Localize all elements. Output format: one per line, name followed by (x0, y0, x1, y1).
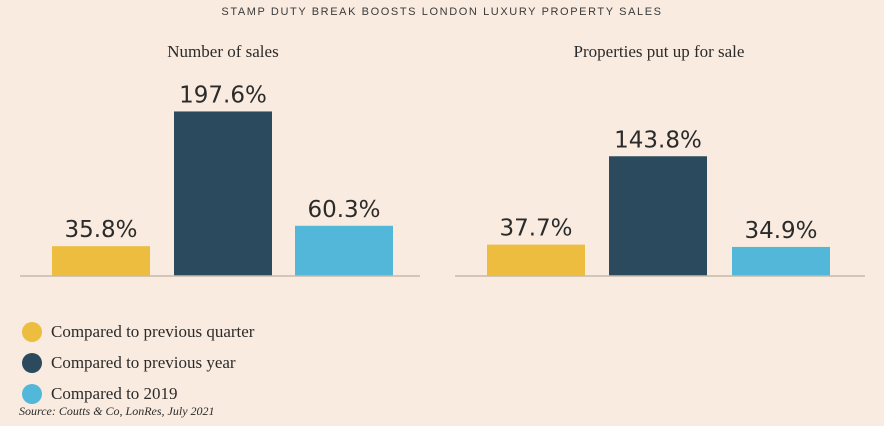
data-label-listings-previous-year: 143.8% (614, 127, 702, 153)
bar-listings-previous-quarter (487, 244, 585, 276)
bar-listings-2019 (732, 246, 830, 276)
legend-label: Compared to previous year (51, 352, 236, 372)
data-label-listings-previous-quarter: 37.7% (499, 216, 572, 242)
data-label-sales-previous-year: 197.6% (179, 82, 267, 108)
legend-label: Compared to 2019 (51, 383, 178, 403)
source-note: Source: Coutts & Co, LonRes, July 2021 (19, 404, 215, 418)
bars-layer: 35.8% 197.6% 60.3% 37.7% 143.8% 34.9% (52, 82, 830, 276)
legend: Compared to previous quarter Compared to… (22, 316, 254, 409)
legend-item-2019: Compared to 2019 (22, 378, 254, 409)
panel-title-properties-for-sale: Properties put up for sale (574, 42, 745, 61)
legend-item-previous-quarter: Compared to previous quarter (22, 316, 254, 347)
data-label-sales-previous-quarter: 35.8% (64, 217, 137, 243)
chart-title: STAMP DUTY BREAK BOOSTS LONDON LUXURY PR… (221, 6, 663, 18)
bar-sales-previous-quarter (52, 246, 150, 276)
legend-item-previous-year: Compared to previous year (22, 347, 254, 378)
panel-title-number-of-sales: Number of sales (167, 42, 278, 61)
legend-dot-icon (22, 383, 42, 404)
bar-listings-previous-year (609, 156, 707, 276)
legend-dot-icon (22, 352, 42, 373)
legend-label: Compared to previous quarter (51, 321, 255, 341)
legend-dot-icon (22, 321, 42, 342)
data-label-listings-2019: 34.9% (744, 218, 817, 244)
data-label-sales-2019: 60.3% (307, 197, 380, 223)
bar-sales-previous-year (174, 111, 272, 276)
bar-sales-2019 (295, 225, 393, 276)
